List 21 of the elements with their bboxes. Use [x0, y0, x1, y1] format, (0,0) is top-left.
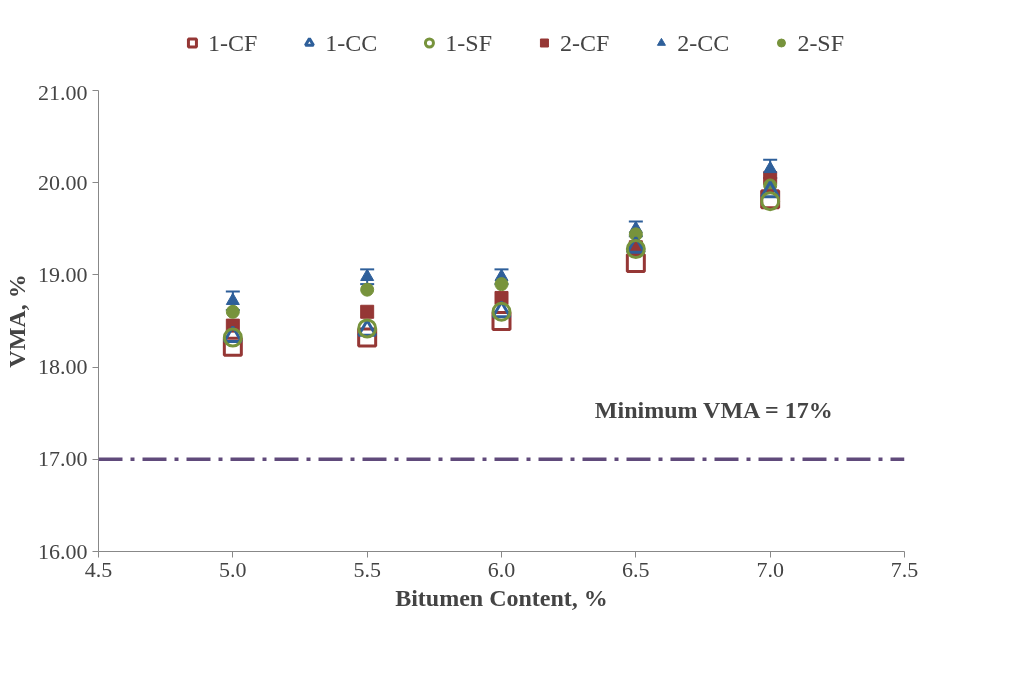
x-tick-label: 5.0: [219, 556, 247, 582]
x-axis-title: Bitumen Content, %: [395, 584, 608, 611]
y-tick-label: 18.00: [38, 354, 88, 380]
legend-label: 2-CC: [677, 29, 730, 56]
legend-label: 2-SF: [797, 29, 845, 56]
y-tick-label: 20.00: [38, 169, 88, 195]
legend-label: 1-SF: [445, 29, 492, 56]
legend-label: 1-CF: [207, 29, 258, 56]
ref-line-label: Minimum VMA = 17%: [594, 397, 833, 424]
y-tick-label: 16.00: [38, 538, 88, 564]
legend-label: 2-CF: [560, 29, 610, 56]
x-tick-label: 7.0: [756, 556, 784, 582]
legend-label: 1-CC: [325, 29, 378, 56]
x-tick-label: 6.5: [622, 556, 650, 582]
y-axis-title: VMA, %: [4, 274, 30, 368]
y-tick-label: 21.00: [38, 79, 88, 105]
y-tick-label: 17.00: [38, 446, 88, 472]
x-tick-label: 6.0: [487, 556, 516, 582]
x-tick-label: 7.5: [890, 556, 919, 582]
x-tick-label: 5.5: [353, 556, 381, 582]
y-tick-label: 19.00: [38, 261, 88, 287]
